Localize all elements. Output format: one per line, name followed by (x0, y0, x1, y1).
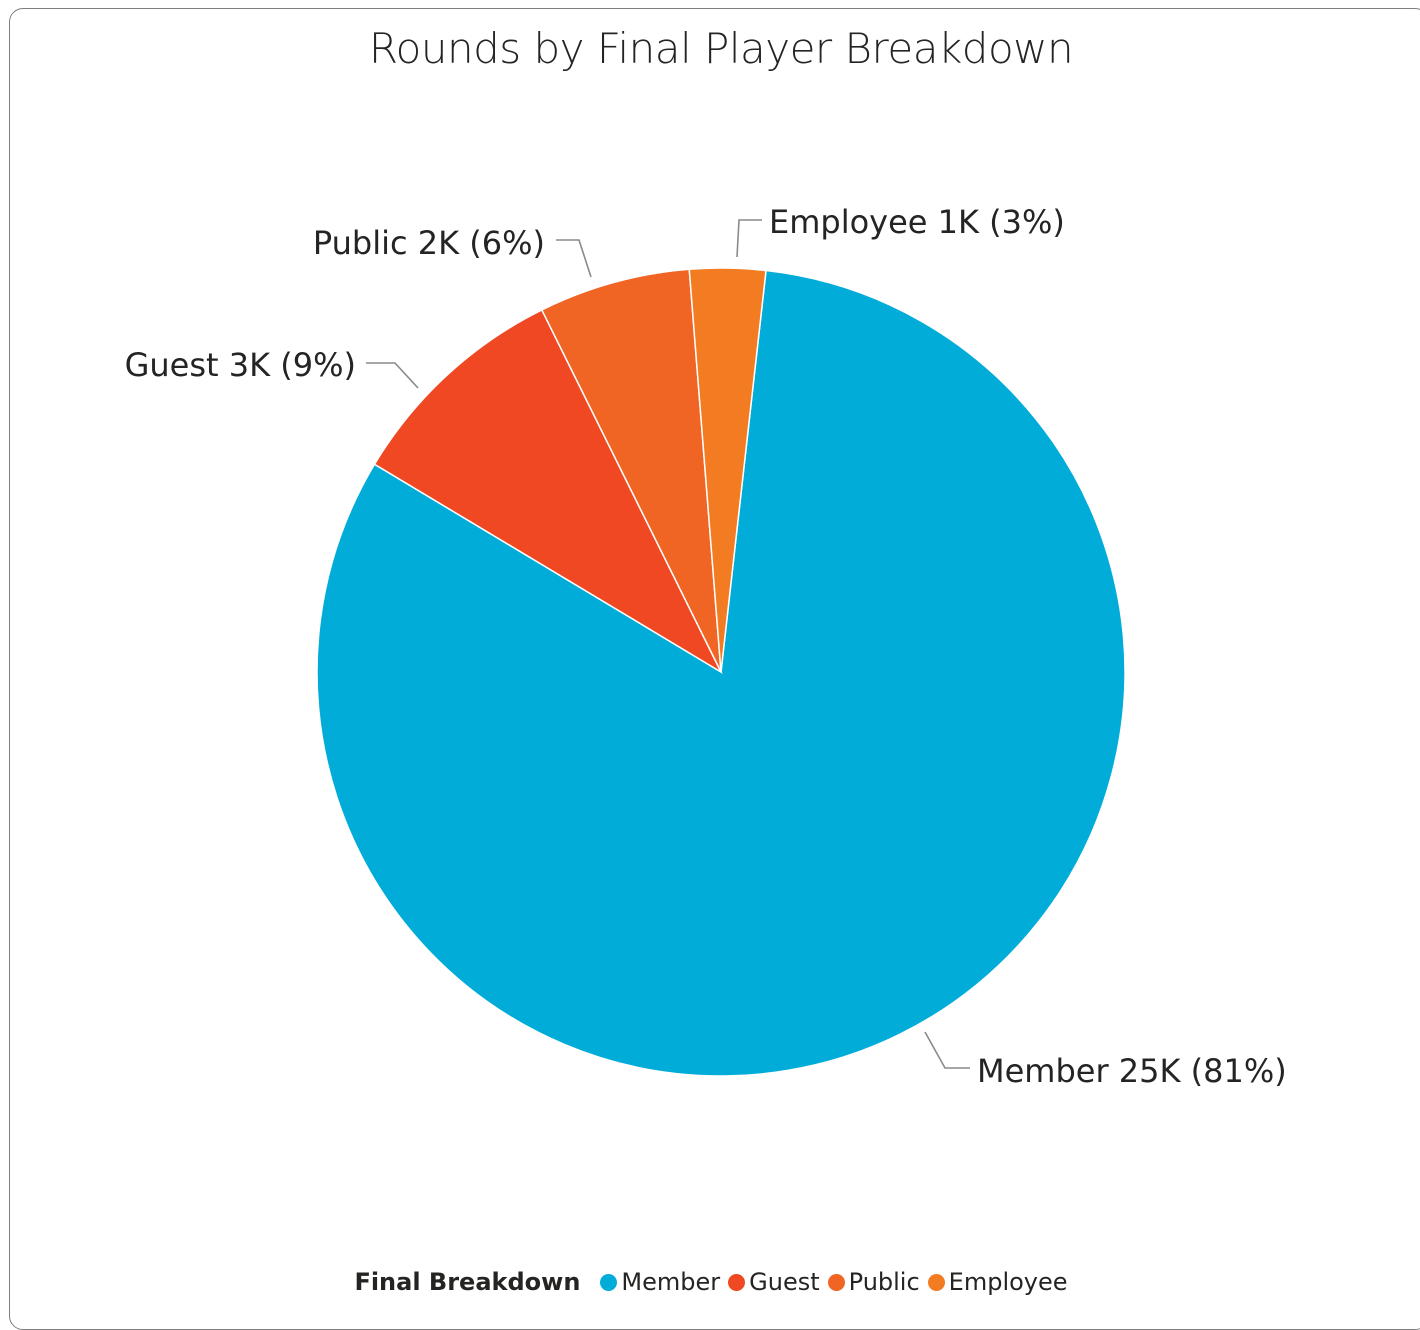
legend-label-employee: Employee (948, 1268, 1068, 1296)
data-label-guest: Guest 3K (9%) (125, 346, 356, 384)
data-label-member: Member 25K (81%) (977, 1052, 1287, 1090)
pie-slice-guest[interactable] (373, 308, 723, 674)
data-label-public: Public 2K (6%) (313, 224, 545, 262)
leader-line-public (556, 239, 592, 278)
legend-label-public: Public (848, 1268, 920, 1296)
legend-title: Final Breakdown (354, 1268, 581, 1296)
leader-lines (366, 219, 970, 1069)
data-labels: Member 25K (81%) Guest 3K (9%) Public 2K… (125, 203, 1287, 1090)
leader-line-member (924, 1031, 970, 1069)
legend-item-employee[interactable]: Employee (927, 1268, 1068, 1296)
leader-line-employee (736, 219, 762, 258)
legend-label-guest: Guest (749, 1268, 820, 1296)
legend-label-member: Member (621, 1268, 721, 1296)
legend-dot-employee (927, 1273, 945, 1291)
legend-item-guest[interactable]: Guest (728, 1268, 820, 1296)
legend-item-member[interactable]: Member (600, 1268, 720, 1296)
pie-slices (316, 267, 1126, 1077)
pie-chart: Member 25K (81%) Guest 3K (9%) Public 2K… (125, 203, 1287, 1090)
legend-dot-public (827, 1273, 845, 1291)
legend-item-public[interactable]: Public (827, 1268, 920, 1296)
leader-line-guest (366, 362, 419, 389)
legend-dot-member (600, 1273, 618, 1291)
data-label-employee: Employee 1K (3%) (769, 203, 1065, 241)
chart-title: Rounds by Final Player Breakdown (368, 24, 1074, 73)
pie-slice-employee[interactable] (688, 267, 767, 673)
pie-slice-member[interactable] (316, 269, 1126, 1077)
pie-slice-public[interactable] (540, 268, 722, 673)
legend-dot-guest (728, 1273, 746, 1291)
legend: Final Breakdown Member Guest Public Empl… (0, 1268, 1420, 1296)
